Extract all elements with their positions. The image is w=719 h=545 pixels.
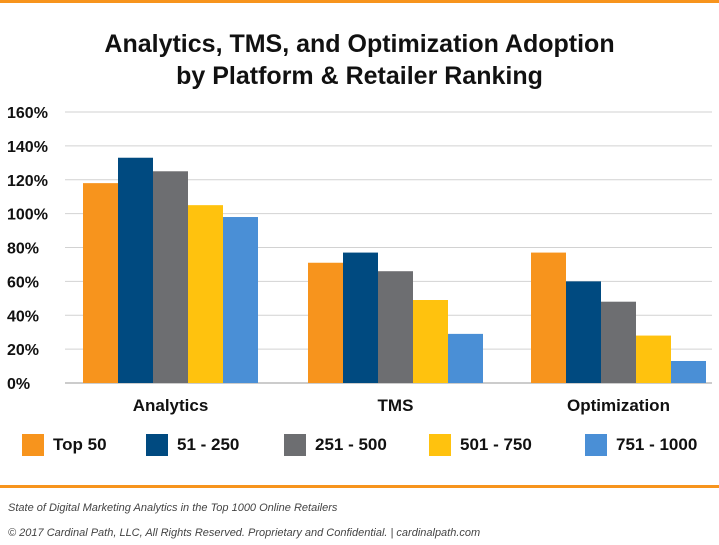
bar-analytics-3 bbox=[153, 171, 188, 383]
y-tick-label: 40% bbox=[7, 308, 39, 325]
bar-tms-4 bbox=[413, 300, 448, 383]
legend-item: 51 - 250 bbox=[146, 430, 239, 460]
bar-analytics-4 bbox=[188, 205, 223, 383]
bar-analytics-5 bbox=[223, 217, 258, 383]
chart-title: Analytics, TMS, and Optimization Adoptio… bbox=[0, 28, 719, 92]
y-tick-label: 20% bbox=[7, 342, 39, 359]
x-axis-category-labels: Analytics TMS Optimization bbox=[133, 396, 670, 415]
y-tick-label: 80% bbox=[7, 241, 39, 258]
bar-analytics-1 bbox=[83, 183, 118, 383]
bar-optimization-4 bbox=[636, 335, 671, 383]
bar-analytics-2 bbox=[118, 157, 153, 383]
top-orange-rule bbox=[0, 0, 719, 3]
source-note: State of Digital Marketing Analytics in … bbox=[8, 502, 338, 514]
legend-label: 501 - 750 bbox=[460, 435, 532, 454]
bar-optimization-1 bbox=[531, 252, 566, 383]
y-tick-label: 0% bbox=[7, 376, 30, 393]
legend-swatch bbox=[429, 434, 451, 456]
legend-label: Top 50 bbox=[53, 435, 107, 454]
x-category-label: Analytics bbox=[133, 396, 209, 415]
legend-swatch bbox=[22, 434, 44, 456]
legend-item: 751 - 1000 bbox=[585, 430, 697, 460]
y-tick-label: 120% bbox=[7, 173, 48, 190]
legend-item: 251 - 500 bbox=[284, 430, 387, 460]
legend: Top 50 51 - 250 251 - 500 501 - 750 751 - 10… bbox=[22, 430, 712, 460]
legend-item: 501 - 750 bbox=[429, 430, 532, 460]
y-tick-label: 100% bbox=[7, 207, 48, 224]
bottom-orange-rule bbox=[0, 485, 719, 488]
chart-title-line-2: by Platform & Retailer Ranking bbox=[176, 62, 543, 90]
bar-tms-5 bbox=[448, 333, 483, 383]
x-category-label: TMS bbox=[378, 396, 414, 415]
bar-tms-1 bbox=[308, 262, 343, 383]
bar-optimization-3 bbox=[601, 301, 636, 383]
bar-chart-plot: 0% 20% 40% 60% 80% 100% 120% 140% 160% Analytics… bbox=[7, 105, 712, 415]
legend-swatch bbox=[284, 434, 306, 456]
bar-tms-3 bbox=[378, 271, 413, 383]
chart-title-line-1: Analytics, TMS, and Optimization Adoptio… bbox=[104, 30, 615, 58]
bar-optimization-2 bbox=[566, 281, 601, 383]
y-axis-tick-labels: 0% 20% 40% 60% 80% 100% 120% 140% 160% bbox=[7, 105, 48, 393]
legend-label: 751 - 1000 bbox=[616, 435, 698, 454]
legend-item: Top 50 bbox=[22, 430, 107, 460]
y-tick-label: 60% bbox=[7, 274, 39, 291]
legend-swatch bbox=[146, 434, 168, 456]
y-tick-label: 140% bbox=[7, 139, 48, 156]
legend-label: 251 - 500 bbox=[315, 435, 387, 454]
bars bbox=[83, 157, 706, 383]
y-tick-label: 160% bbox=[7, 105, 48, 122]
legend-swatch bbox=[585, 434, 607, 456]
bar-optimization-5 bbox=[671, 360, 706, 383]
copyright-note: © 2017 Cardinal Path, LLC, All Rights Re… bbox=[8, 527, 481, 539]
bar-tms-2 bbox=[343, 252, 378, 383]
x-category-label: Optimization bbox=[567, 396, 670, 415]
legend-label: 51 - 250 bbox=[177, 435, 240, 454]
